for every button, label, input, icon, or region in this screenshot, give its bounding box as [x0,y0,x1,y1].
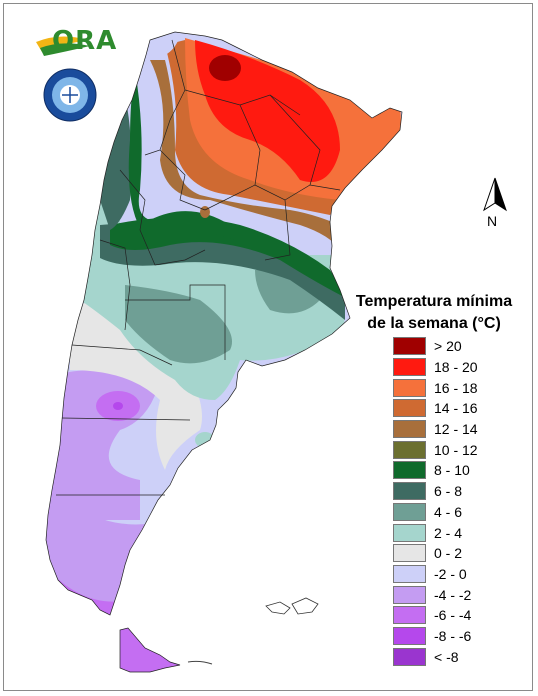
zone-andes-8-10 [128,70,235,240]
legend-label: 14 - 16 [434,400,478,417]
legend-swatch [393,358,426,377]
ora-logo-text: ORA [52,26,117,56]
zone-12-14 [150,60,350,250]
legend-title: Temperatura mínima de la semana (°C) [336,291,532,335]
tierra-del-fuego-island [119,627,181,673]
zone-pocket-12-14 [200,206,210,218]
legend-item: 8 - 10 [393,460,478,481]
legend-label: 12 - 14 [434,421,478,438]
legend-item: -4 - -2 [393,584,478,605]
legend-swatch [393,502,426,521]
legend-item: 0 - 2 [393,543,478,564]
legend-label: -2 - 0 [434,565,467,582]
legend-label: 0 - 2 [434,545,463,562]
malvinas-west-island [265,601,291,615]
legend-swatch [393,399,426,418]
seal-globe-grid [62,87,78,103]
legend-item: -8 - -6 [393,626,478,647]
legend-swatch [393,564,426,583]
legend-item: 18 - 20 [393,357,478,378]
north-arrow-label: N [487,213,498,229]
legend-label: -8 - -6 [434,627,472,644]
border-catamarca-larioja [119,169,146,231]
ora-logo-leaf-swoosh [40,43,90,56]
legend-swatch [393,523,426,542]
legend-title-line1: Temperatura mínima [355,293,513,310]
province-boundaries [45,31,403,616]
zone-gt20 [209,55,241,81]
legend-swatch [393,626,426,645]
malvinas-islands [265,597,319,615]
legend-item: 16 - 18 [393,377,478,398]
legend-label: 16 - 18 [434,379,478,396]
legend-item: 2 - 4 [393,522,478,543]
border-jujuy-salta [144,39,186,156]
border-chaco-corrientes [269,94,321,186]
legend-label: 4 - 6 [434,503,463,520]
country-outline [45,31,403,616]
north-arrow [483,177,507,212]
legend-swatch [393,378,426,397]
isla-de-los-estados [187,660,213,665]
zone-south-m4-m2 [46,470,170,615]
legend-item: < -8 [393,646,478,667]
legend-swatch [393,482,426,501]
legend-swatch [393,461,426,480]
legend-label: -4 - -2 [434,586,472,603]
border-santafe-bsas [264,199,291,261]
zone-andes-6-8 [100,80,132,230]
legend-label: < -8 [434,648,459,665]
legend-swatch [393,420,426,439]
border-mendoza-neuquen [99,239,131,331]
legend-item: 6 - 8 [393,481,478,502]
north-arrow-right-half [494,177,507,212]
border-tucuman [159,149,206,211]
zone-pampa-4-6-west [125,285,232,364]
legend-swatch [393,606,426,625]
legend-item: 14 - 16 [393,398,478,419]
zone-band-8-10 [110,217,350,300]
zone-puna-m2-0 [148,33,180,55]
legend-label: 10 - 12 [434,441,478,458]
legend-item: 10 - 12 [393,439,478,460]
border-neuquen-rionegro [71,344,173,366]
border-lapampa [125,284,226,360]
legend-label: > 20 [434,338,462,355]
legend-swatch [393,440,426,459]
legend-label: 6 - 8 [434,483,463,500]
border-cordoba-sanluis [139,229,206,266]
ora-logo [36,36,90,56]
legend-swatch [393,585,426,604]
legend-swatch [393,337,426,356]
zone-14-16 [165,40,345,215]
border-rionegro-chubut [61,417,191,421]
north-arrow-left-half [483,177,496,212]
border-chaco-santiago [239,104,261,186]
temperature-legend: > 20 18 - 20 16 - 18 14 - 16 12 - 14 10 - 12 8… [393,336,478,667]
border-salta-formosa [184,89,301,116]
legend-title-line2: de la semana (°C) [367,315,501,332]
legend-item: -6 - -4 [393,605,478,626]
legend-item: -2 - 0 [393,564,478,585]
ora-brand-text: ORA [52,26,118,56]
legend-item: 4 - 6 [393,502,478,523]
legend-swatch [393,647,426,666]
malvinas-east-island [291,597,319,615]
tierra-del-fuego [119,627,213,673]
legend-label: 8 - 10 [434,462,470,479]
legend-item: 12 - 14 [393,419,478,440]
legend-item: > 20 [393,336,478,357]
zone-cold-core-m8-m6 [113,402,123,410]
legend-label: 2 - 4 [434,524,463,541]
zone-pampa-4-6-east [255,269,320,314]
legend-label: -6 - -4 [434,607,472,624]
smn-seal [43,68,97,122]
legend-swatch [393,544,426,563]
legend-label: 18 - 20 [434,359,478,376]
